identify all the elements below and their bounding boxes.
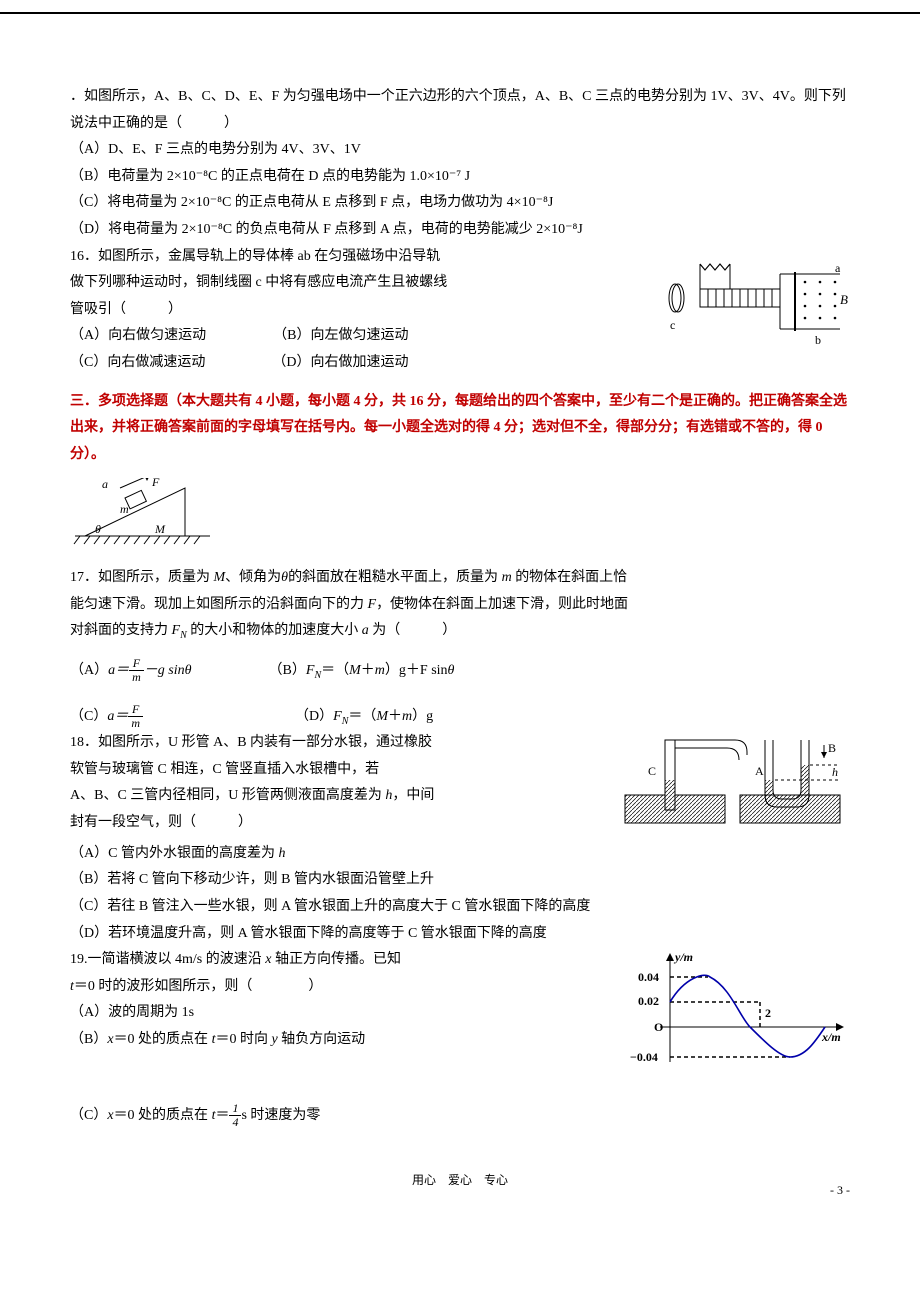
q19-row: 19.一简谐横波以 4m/s 的波速沿 x 轴正方向传播。已知 t＝0 时的波形… (70, 947, 850, 1088)
footer-text: 用心 爱心 专心 (70, 1169, 850, 1192)
q16-label-B: B (840, 292, 848, 307)
q16-label-b: b (815, 333, 821, 347)
q16-l1: 16．如图所示，金属导轨上的导体棒 ab 在匀强磁场中沿导轨 (70, 244, 630, 271)
q18-optC: （C）若往 B 管注入一些水银，则 A 管水银面上升的高度大于 C 管水银面下降… (70, 894, 850, 921)
q19-l2: t＝0 时的波形如图所示，则（ ） (70, 974, 620, 1001)
q15-optA: （A）D、E、F 三点的电势分别为 4V、3V、1V (70, 137, 850, 164)
q18-row: 18．如图所示，U 形管 A、B 内装有一部分水银，通过橡胶 软管与玻璃管 C … (70, 730, 850, 841)
q16-label-a: a (835, 261, 841, 275)
q18-fig-h: h (832, 765, 838, 779)
page-number: - 3 - (830, 1179, 850, 1202)
q15-intro: ．如图所示，A、B、C、D、E、F 为匀强电场中一个正六边形的六个顶点，A、B、… (70, 84, 850, 137)
q17-row2: （C）a＝Fm （D）FN＝（M＋m）g (70, 703, 850, 731)
section3-heading: 三．多项选择题（本大题共有 4 小题，每小题 4 分，共 16 分，每题给出的四… (70, 389, 850, 469)
q16-optA: （A）向右做匀速运动 (70, 328, 206, 343)
q17-fig-F: F (151, 478, 160, 489)
q17-optB: （B）FN＝（M＋m）g＋F sinθ (269, 663, 455, 678)
q18-l3: A、B、C 三管内径相同，U 形管两侧液面高度差为 h，中间 (70, 783, 610, 810)
q18-optB: （B）若将 C 管向下移动少许，则 B 管内水银面沿管壁上升 (70, 867, 850, 894)
q17-fig-theta: θ (95, 522, 101, 536)
page: ．如图所示，A、B、C、D、E、F 为匀强电场中一个正六边形的六个顶点，A、B、… (0, 12, 920, 1222)
q19-xlabel: x/m (821, 1030, 841, 1044)
q16-opts-row1: （A）向右做匀速运动 （B）向左做匀速运动 (70, 323, 630, 350)
q16-optB: （B）向左做匀速运动 (273, 328, 408, 343)
q18-fig-A: A (755, 764, 764, 778)
q19-optA: （A）波的周期为 1s (70, 1000, 620, 1027)
q19-yt1: 0.02 (638, 994, 659, 1008)
q17-optD: （D）FN＝（M＋m）g (295, 709, 433, 724)
q18-l1: 18．如图所示，U 形管 A、B 内装有一部分水银，通过橡胶 (70, 730, 610, 757)
q17-optC: （C）a＝Fm (70, 709, 147, 724)
q19-optC: （C）x＝0 处的质点在 t＝14s 时速度为零 (70, 1102, 850, 1130)
q17-l1: 17．如图所示，质量为 M、倾角为θ的斜面放在粗糙水平面上，质量为 m 的物体在… (70, 565, 850, 592)
q19-yt0: 0.04 (638, 970, 659, 984)
q17-figure: a F m θ M (70, 478, 850, 559)
q16-l2: 做下列哪种运动时，铜制线圈 c 中将有感应电流产生且被螺线 (70, 270, 630, 297)
q18-fig-C: C (648, 764, 656, 778)
q15-optD: （D）将电荷量为 2×10⁻⁸C 的负点电荷从 F 点移到 A 点，电荷的电势能… (70, 217, 850, 244)
q19-ylabel: y/m (673, 950, 693, 964)
q16-row: 16．如图所示，金属导轨上的导体棒 ab 在匀强磁场中沿导轨 做下列哪种运动时，… (70, 244, 850, 377)
q16-figure: c a b B (640, 244, 850, 375)
q19-l1: 19.一简谐横波以 4m/s 的波速沿 x 轴正方向传播。已知 (70, 947, 620, 974)
q18-optD: （D）若环境温度升高，则 A 管水银面下降的高度等于 C 管水银面下降的高度 (70, 921, 850, 948)
q19-optB: （B）x＝0 处的质点在 t＝0 时向 y 轴负方向运动 (70, 1027, 620, 1054)
q18-figure: C A B h (620, 730, 850, 841)
q15-optC: （C）将电荷量为 2×10⁻⁸C 的正点电荷从 E 点移到 F 点，电场力做功为… (70, 190, 850, 217)
q19-yt2: O (654, 1020, 663, 1034)
q17-fig-M: M (154, 522, 166, 536)
q17-l2: 能匀速下滑。现加上如图所示的沿斜面向下的力 F，使物体在斜面上加速下滑，则此时地… (70, 592, 850, 619)
q17-optA: （A）a＝Fm－g sinθ (70, 663, 195, 678)
q18-l4: 封有一段空气，则（ ） (70, 810, 610, 837)
q18-fig-B: B (828, 741, 836, 755)
q19-figure: y/m x/m 0.04 0.02 O −0.04 2 (630, 947, 850, 1088)
q16-opts-row2: （C）向右做减速运动 （D）向右做加速运动 (70, 350, 630, 377)
q16-l3: 管吸引（ ） (70, 297, 630, 324)
q16-label-c: c (670, 318, 675, 332)
q16-optD: （D）向右做加速运动 (272, 355, 408, 370)
q17-l3: 对斜面的支持力 FN 的大小和物体的加速度大小 a 为（ ） (70, 618, 850, 645)
q16-optC: （C）向右做减速运动 (70, 355, 205, 370)
q18-optA: （A）C 管内外水银面的高度差为 h (70, 841, 850, 868)
q17-fig-m: m (120, 502, 129, 516)
q17-fig-a: a (102, 478, 108, 491)
q19-yt3: −0.04 (630, 1050, 658, 1064)
q19-xt: 2 (765, 1006, 771, 1020)
q18-l2: 软管与玻璃管 C 相连，C 管竖直插入水银槽中，若 (70, 757, 610, 784)
q17-row1: （A）a＝Fm－g sinθ （B）FN＝（M＋m）g＋F sinθ (70, 657, 850, 685)
q15-optB: （B）电荷量为 2×10⁻⁸C 的正点电荷在 D 点的电势能为 1.0×10⁻⁷… (70, 164, 850, 191)
